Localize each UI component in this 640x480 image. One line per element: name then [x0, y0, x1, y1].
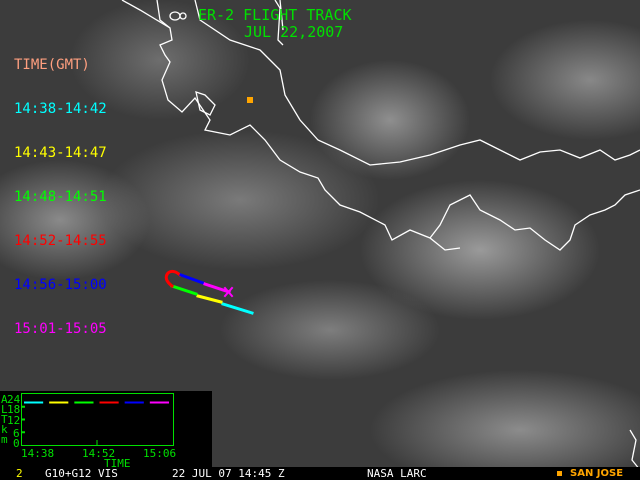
flight-track: [164, 269, 254, 315]
satellite-label: G10+G12 VIS: [45, 467, 118, 480]
coastline-caribbean: [156, 0, 640, 166]
altitude-plot-frame: [21, 393, 174, 446]
ytick-label: 18: [7, 403, 21, 416]
xaxis-label: TIME: [104, 457, 131, 470]
coastline-nicaragua: [274, 0, 284, 46]
track-segment-3: [170, 284, 198, 296]
coastline-panama-south: [429, 189, 640, 251]
xtick-label: 14:38: [21, 447, 55, 460]
time-legend: TIME(GMT) 14:38-14:42 14:43-14:47 14:48-…: [14, 29, 107, 365]
ytick-label: 24: [7, 393, 21, 406]
coastlines: [121, 0, 640, 471]
san-jose-key-icon: [557, 471, 562, 476]
source-label: NASA LARC: [367, 467, 427, 480]
ytick-label: 6: [13, 427, 20, 440]
track-segment-6: [203, 282, 231, 294]
legend-heading: TIME(GMT): [14, 57, 90, 73]
legend-item: 14:43-14:47: [14, 145, 107, 161]
legend-item: 14:52-14:55: [14, 233, 107, 249]
timestamp: 22 JUL 07 14:45 Z: [172, 467, 285, 480]
ylabel-letter: m: [1, 433, 8, 446]
frame-number: 2: [16, 467, 23, 480]
coastline-pacific-costa-rica: [121, 0, 461, 251]
ytick-label: 0: [13, 437, 20, 450]
san-jose-marker: [247, 97, 253, 103]
track-segment-5: [179, 273, 205, 285]
track-end-x-icon: [223, 286, 234, 298]
legend-item: 14:48-14:51: [14, 189, 107, 205]
xtick-label: 14:52: [82, 447, 116, 460]
ylabel-letter: k: [1, 423, 8, 436]
ytick-label: 12: [7, 414, 21, 427]
coastline-east: [629, 429, 640, 471]
map-date: JUL 22,2007: [244, 23, 344, 41]
xtick-label: 15:06: [143, 447, 177, 460]
track-segment-2: [196, 294, 223, 304]
altitude-plot-area: [22, 401, 169, 445]
legend-item: 14:38-14:42: [14, 101, 107, 117]
ylabel-letter: T: [1, 413, 8, 426]
status-bar: 2 G10+G12 VIS 22 JUL 07 14:45 Z NASA LAR…: [0, 467, 640, 480]
ylabel-letter: A: [1, 393, 8, 406]
track-segment-1: [221, 302, 254, 315]
altitude-plot: A L T k m 24 18 12 6 0 14:38 14:52 15:06…: [0, 391, 212, 470]
map-title: ER-2 FLIGHT TRACK: [198, 6, 352, 24]
ylabel-letter: L: [1, 403, 8, 416]
legend-item: 15:01-15:05: [14, 321, 107, 337]
marker-label: SAN JOSE: [570, 468, 624, 479]
legend-item: 14:56-15:00: [14, 277, 107, 293]
track-segment-4: [164, 269, 183, 289]
